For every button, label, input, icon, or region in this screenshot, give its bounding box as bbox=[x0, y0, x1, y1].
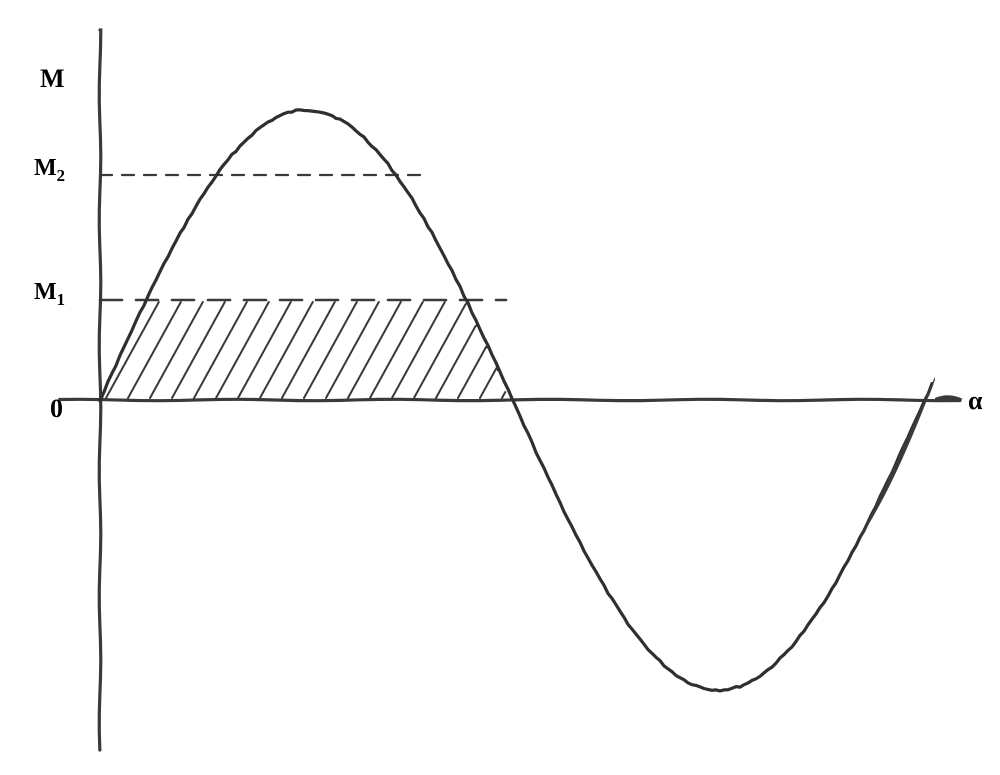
axis-label-M: M bbox=[40, 64, 65, 94]
hatch-line bbox=[106, 302, 159, 398]
axis-label-alpha: α bbox=[968, 386, 983, 416]
hatch-line bbox=[128, 302, 181, 398]
origin-label: 0 bbox=[50, 394, 63, 424]
tick-label-M2: M2 bbox=[34, 155, 65, 186]
hatch-line bbox=[304, 302, 357, 398]
hatch-line bbox=[172, 302, 225, 398]
hatch-layer bbox=[106, 302, 505, 398]
tick-label-M1-sub: 1 bbox=[57, 290, 65, 309]
hatch-line bbox=[238, 302, 291, 398]
diagram-stage: M M2 M1 0 α bbox=[0, 0, 1000, 775]
hatch-line bbox=[480, 368, 498, 398]
hatch-line bbox=[414, 303, 467, 398]
hatch-line bbox=[370, 302, 423, 398]
hatch-line bbox=[326, 302, 379, 398]
tick-label-M2-main: M bbox=[34, 155, 57, 181]
hatch-line bbox=[436, 325, 477, 398]
hatch-line bbox=[502, 392, 505, 398]
tick-label-M1-main: M bbox=[34, 279, 57, 305]
diagram-svg bbox=[0, 0, 1000, 775]
hatch-line bbox=[260, 302, 313, 398]
hatch-line bbox=[282, 302, 335, 398]
tick-label-M2-sub: 2 bbox=[57, 166, 65, 185]
tick-label-M1: M1 bbox=[34, 279, 65, 310]
y-axis bbox=[99, 30, 101, 750]
axes-layer bbox=[60, 30, 963, 750]
hatch-line bbox=[392, 302, 445, 398]
hatch-line bbox=[150, 302, 203, 398]
hatch-line bbox=[194, 302, 247, 398]
reference-lines-layer bbox=[100, 175, 506, 300]
x-axis bbox=[60, 399, 960, 400]
hatch-line bbox=[348, 302, 401, 398]
hatch-line bbox=[216, 302, 269, 398]
